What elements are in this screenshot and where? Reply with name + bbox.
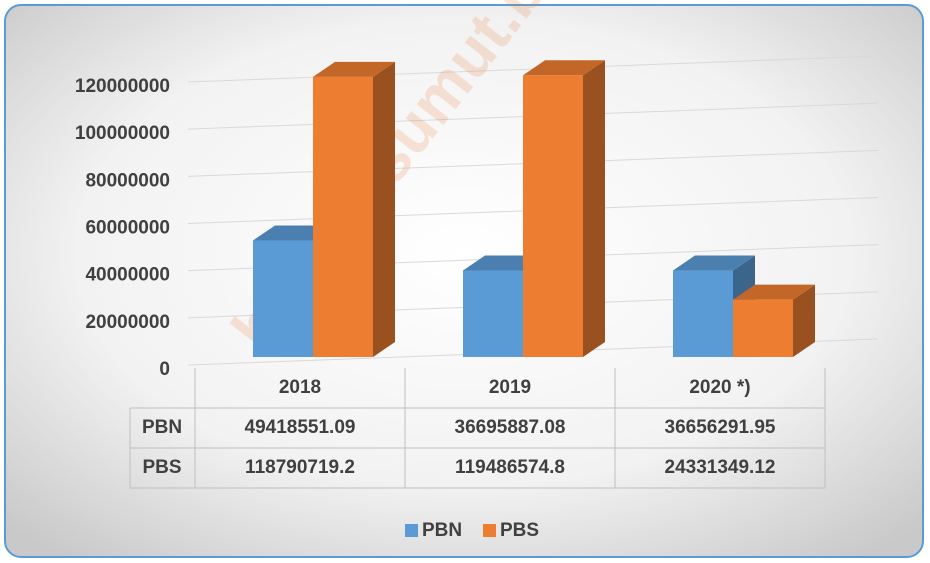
table-value: 49418551.09 bbox=[245, 417, 356, 438]
y-tick-label: 20000000 bbox=[85, 312, 170, 333]
bar-top bbox=[673, 255, 755, 271]
bar-side bbox=[583, 60, 605, 358]
category-label: 2018 bbox=[279, 377, 321, 398]
table-value: 118790719.2 bbox=[245, 457, 355, 478]
bar bbox=[253, 240, 313, 357]
bar bbox=[463, 270, 523, 357]
bar bbox=[313, 76, 373, 357]
table-series-label: PBS bbox=[142, 457, 181, 478]
table-value: 36695887.08 bbox=[455, 417, 566, 438]
y-tick-label: 60000000 bbox=[85, 218, 170, 239]
bar-top bbox=[733, 284, 815, 300]
bar-side bbox=[373, 61, 395, 357]
bar-top bbox=[313, 61, 395, 77]
legend-swatch bbox=[483, 524, 496, 537]
y-tick-label: 80000000 bbox=[85, 170, 170, 191]
bar bbox=[523, 75, 583, 358]
bar bbox=[673, 270, 733, 357]
category-label: 2019 bbox=[489, 377, 531, 398]
table-value: 119486574.8 bbox=[455, 457, 565, 478]
table-series-label: PBN bbox=[142, 417, 182, 438]
table-value: 36656291.95 bbox=[665, 417, 776, 438]
legend-label: PBS bbox=[500, 520, 539, 541]
bar-top bbox=[523, 60, 605, 76]
bar-side bbox=[793, 284, 815, 357]
y-tick-label: 100000000 bbox=[75, 123, 170, 144]
y-tick-label: 40000000 bbox=[85, 265, 170, 286]
table-value: 24331349.12 bbox=[665, 457, 776, 478]
legend-label: PBN bbox=[422, 520, 462, 541]
bar bbox=[733, 299, 793, 357]
y-tick-label: 0 bbox=[159, 359, 170, 380]
y-tick-label: 120000000 bbox=[75, 76, 170, 97]
category-label: 2020 *) bbox=[689, 377, 750, 398]
legend-swatch bbox=[405, 524, 418, 537]
